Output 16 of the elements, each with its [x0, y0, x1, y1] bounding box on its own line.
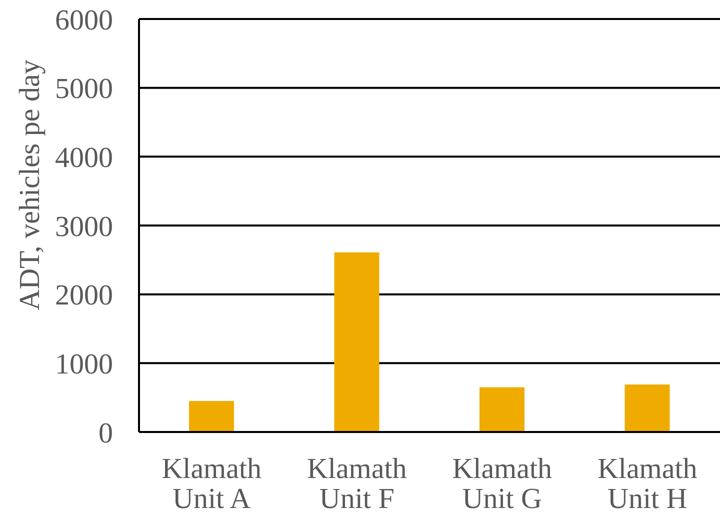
- bar: [334, 252, 380, 432]
- y-tick-label: 2000: [55, 280, 113, 312]
- x-tick-label: Klamath Unit F: [306, 453, 408, 515]
- bar: [189, 401, 234, 432]
- x-tick-label: Klamath Unit H: [597, 453, 698, 515]
- x-tick-label: Klamath Unit G: [452, 453, 553, 515]
- x-tick-label: Klamath Unit A: [162, 453, 262, 515]
- y-tick-label: 3000: [55, 210, 113, 243]
- y-tick-label: 6000: [55, 4, 113, 36]
- y-axis-title: ADT, vehicles pe day: [14, 59, 46, 310]
- bar: [480, 387, 524, 432]
- y-tick-label: 1000: [55, 348, 113, 380]
- y-tick-label: 4000: [55, 142, 113, 174]
- y-tick-label: 5000: [55, 73, 113, 106]
- y-tick-label: 0: [98, 417, 113, 450]
- bar: [624, 384, 670, 432]
